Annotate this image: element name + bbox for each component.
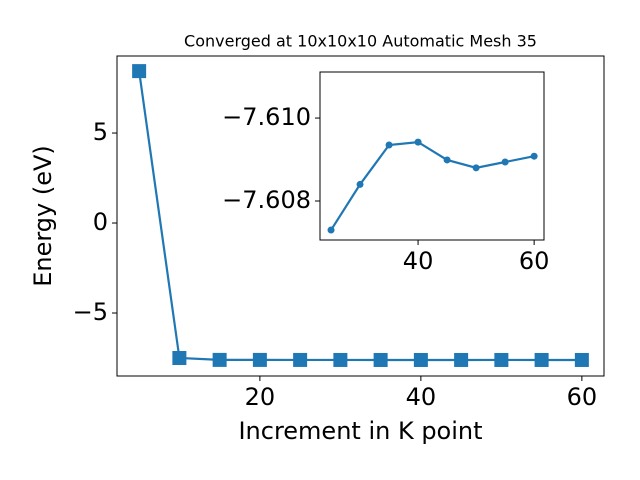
x-tick-label: 20 bbox=[245, 383, 276, 411]
marker bbox=[212, 352, 227, 367]
marker bbox=[472, 164, 480, 172]
marker bbox=[172, 351, 187, 366]
y-tick-label: −7.610 bbox=[222, 103, 311, 131]
y-axis-label: Energy (eV) bbox=[29, 145, 57, 287]
marker bbox=[574, 352, 589, 367]
marker bbox=[530, 152, 538, 160]
y-tick-label: 5 bbox=[93, 118, 108, 146]
marker bbox=[373, 352, 388, 367]
marker bbox=[454, 352, 469, 367]
marker bbox=[413, 352, 428, 367]
x-tick-label: 40 bbox=[406, 383, 437, 411]
marker bbox=[252, 352, 267, 367]
marker bbox=[501, 158, 509, 166]
x-tick-label: 40 bbox=[403, 247, 434, 275]
y-tick-label: −7.608 bbox=[222, 186, 311, 214]
marker bbox=[333, 352, 348, 367]
x-tick-label: 60 bbox=[519, 247, 550, 275]
marker bbox=[385, 141, 393, 149]
marker bbox=[534, 352, 549, 367]
y-tick-label: 0 bbox=[93, 208, 108, 236]
marker bbox=[327, 226, 335, 234]
marker bbox=[414, 138, 422, 146]
plot-area bbox=[319, 71, 545, 241]
marker bbox=[443, 156, 451, 164]
series-line bbox=[330, 140, 535, 231]
x-axis-label: Increment in K point bbox=[238, 417, 482, 445]
marker bbox=[293, 352, 308, 367]
marker bbox=[132, 64, 147, 79]
marker bbox=[494, 352, 509, 367]
chart-title: Converged at 10x10x10 Automatic Mesh 35 bbox=[184, 32, 537, 51]
x-tick-label: 60 bbox=[567, 383, 598, 411]
marker bbox=[356, 180, 364, 188]
y-tick-label: −5 bbox=[73, 298, 108, 326]
